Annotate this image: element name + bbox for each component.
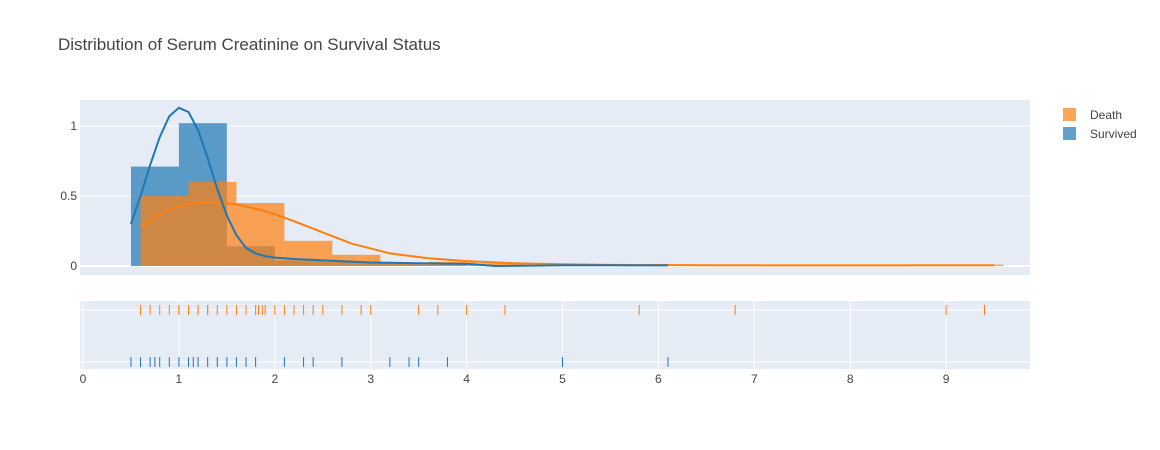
hist-bar-death[interactable] [236, 203, 285, 266]
legend-label-death: Death [1090, 108, 1122, 122]
legend[interactable]: Death Survived [1063, 108, 1137, 141]
hist-bar-death[interactable] [332, 254, 381, 266]
x-tick-label: 5 [559, 372, 566, 386]
hist-bar-death[interactable] [380, 263, 429, 266]
x-tick-label: 3 [367, 372, 374, 386]
y-axis-ticks: 00.51 [60, 119, 77, 273]
rug-marks [130, 305, 985, 367]
x-axis-ticks: 0 1 2 3 4 5 6 7 8 9 [80, 372, 950, 386]
y-tick-label: 0 [70, 259, 77, 273]
x-tick-label: 8 [847, 372, 854, 386]
x-tick-label: 9 [943, 372, 950, 386]
x-tick-label: 4 [463, 372, 470, 386]
hist-bar-death[interactable] [476, 263, 525, 266]
x-tick-label: 2 [271, 372, 278, 386]
hist-bar-death[interactable] [140, 196, 189, 266]
kde-line-survived[interactable] [129, 106, 668, 268]
x-tick-label: 1 [176, 372, 183, 386]
x-tick-label: 0 [80, 372, 87, 386]
kde-line-death[interactable] [139, 201, 995, 267]
hist-bar-death[interactable] [188, 182, 237, 266]
legend-item-survived[interactable]: Survived [1063, 127, 1137, 141]
legend-label-survived: Survived [1090, 127, 1137, 141]
legend-item-death[interactable]: Death [1063, 108, 1122, 122]
kde-curves [129, 106, 995, 268]
legend-swatch-death [1063, 108, 1076, 121]
x-tick-label: 7 [751, 372, 758, 386]
legend-swatch-survived [1063, 127, 1076, 140]
y-tick-label: 0.5 [60, 189, 77, 203]
rug-plot-area [80, 301, 1030, 369]
hist-bar-death[interactable] [284, 240, 333, 266]
chart-title: Distribution of Serum Creatinine on Surv… [58, 35, 441, 54]
y-tick-label: 1 [70, 119, 77, 133]
x-tick-label: 6 [655, 372, 662, 386]
